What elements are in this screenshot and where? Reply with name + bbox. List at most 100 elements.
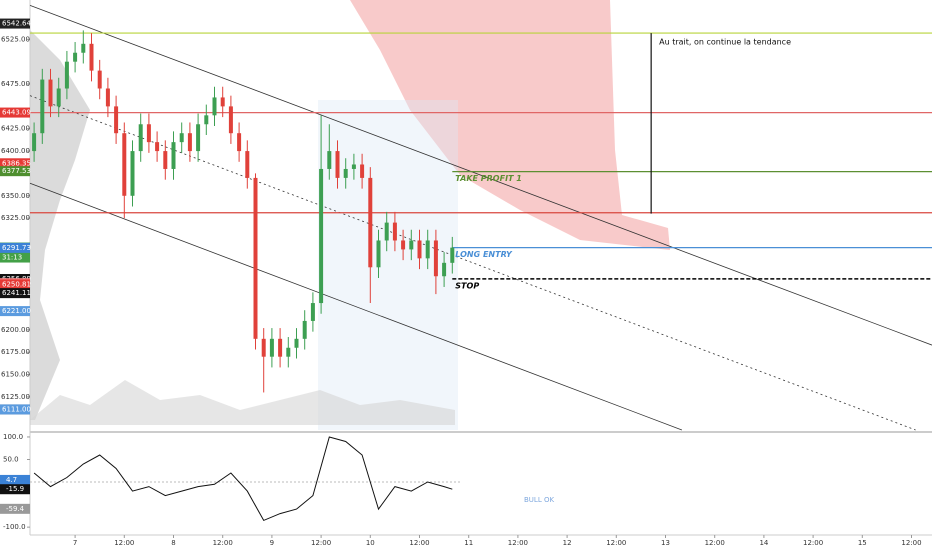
candle-body [319,168,324,304]
candle-body [253,177,258,339]
price-tag [0,306,30,317]
annotation-text: Au trait, on continue la tendance [659,38,791,47]
cloud [350,0,670,250]
candle-body [442,262,447,277]
x-tick-label: 13 [661,539,670,547]
price-tag-label: 6291.73 [2,244,31,252]
x-tick-label: 8 [171,539,175,547]
price-tag [0,242,30,253]
candle-body [417,240,422,259]
candle-body [360,164,365,178]
y-tick-label: 6475.00 [1,80,30,88]
candle-body [40,79,45,134]
price-tag-label: 6542.64 [2,20,31,28]
price-tag [0,107,30,118]
price-tag-label: 6377.53 [2,167,31,175]
y-tick-label: 6125.00 [1,393,30,401]
candle-body [171,142,176,169]
x-tick-label: 7 [73,539,77,547]
candle-body [220,97,225,107]
candle-body [81,43,86,53]
price-tag [0,288,30,299]
price-tag-label: 6241.11 [2,289,31,297]
candle-body [73,52,78,62]
osc-tag [0,484,30,495]
candle-body [89,43,94,71]
candle-body [64,61,69,89]
candle-body [237,133,242,152]
osc-tag-label: 4.7 [6,476,17,484]
candle-body [196,124,201,152]
candle-body [310,303,315,321]
candle-body [130,151,135,196]
countdown-box [0,252,30,263]
x-tick-label: 12:00 [606,539,626,547]
candle-body [122,133,127,196]
x-tick-label: 9 [270,539,274,547]
countdown: 31:13 [2,254,22,262]
price-tag-label: 6111.00 [2,405,31,413]
x-tick-label: 12:00 [901,539,921,547]
y-tick-label: 6425.00 [1,125,30,133]
candle-body [212,97,217,116]
candle-body [401,240,406,250]
candle-body [245,151,250,178]
price-tag-label: 6221.00 [2,307,31,315]
candle-body [425,240,430,259]
osc-tag-label: -59.4 [6,505,25,513]
y-tick-label: 6175.00 [1,348,30,356]
x-tick-label: 15 [858,539,867,547]
candle-body [368,177,373,268]
price-tag [0,166,30,177]
x-tick-label: 12:00 [311,539,331,547]
candle-body [278,338,283,357]
price-tag [0,404,30,415]
y-tick-label: 6150.00 [1,371,30,379]
candle-body [343,168,348,178]
candle-body [384,222,389,241]
price-tag [0,158,30,169]
x-tick-label: 12:00 [213,539,233,547]
volume [30,380,455,425]
candle-body [179,133,184,143]
y-tick-label: 50.0 [3,456,19,464]
candle-body [294,338,299,348]
oscillator-line [33,436,453,522]
candle-body [56,88,61,107]
candle-body [105,88,110,107]
candle-body [392,222,397,241]
level-label: STOP [455,281,479,290]
price-tag [0,18,30,29]
x-tick-label: 12:00 [508,539,528,547]
candle-body [97,70,102,89]
candle-body [286,347,291,357]
candle-body [351,164,356,169]
candle-body [187,133,192,152]
candle-body [146,124,151,143]
price-tag-label: 6443.09 [2,109,31,117]
y-tick-label: 100.0 [3,433,23,441]
y-tick-label: -100.0 [3,523,26,531]
candle-body [155,142,160,152]
price-tag-label: 6386.35 [2,159,31,167]
candle-body [204,115,209,125]
osc-annotation: BULL OK [524,496,554,504]
x-tick-label: 12:00 [705,539,725,547]
price-tag [0,279,30,290]
candle-body [261,338,266,357]
x-tick-label: 10 [366,539,375,547]
y-tick-label: 6350.00 [1,192,30,200]
x-tick-label: 11 [464,539,473,547]
y-tick-label: 6525.00 [1,35,30,43]
x-tick-label: 12:00 [409,539,429,547]
x-tick-label: 12:00 [114,539,134,547]
x-tick-label: 14 [759,539,768,547]
candle-body [335,151,340,178]
osc-tag [0,503,30,514]
channel-line [29,182,683,431]
x-tick-label: 12:00 [803,539,823,547]
candle-body [409,240,414,250]
candle-body [138,124,143,152]
level-label: LONG ENTRY [455,250,513,259]
